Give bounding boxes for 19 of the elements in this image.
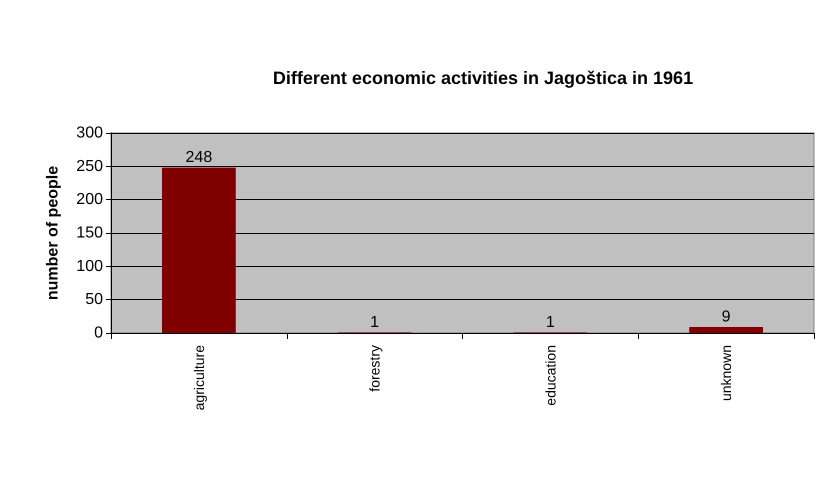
y-tick-label: 150 xyxy=(76,224,104,242)
bar xyxy=(689,327,764,333)
y-tick-label: 50 xyxy=(85,291,104,308)
x-tick-label: forestry xyxy=(366,345,383,392)
data-label: 248 xyxy=(186,149,212,166)
data-label: 1 xyxy=(370,314,380,331)
bar xyxy=(162,168,236,333)
x-tick-label: agriculture xyxy=(190,344,207,410)
y-tick-label: 250 xyxy=(76,158,104,175)
data-label: 9 xyxy=(722,308,731,326)
x-tick-label: unknown xyxy=(718,345,734,402)
y-tick-label: 100 xyxy=(76,258,104,275)
x-tick-label: education xyxy=(542,345,558,406)
y-axis-title: number of people xyxy=(44,166,62,300)
y-tick-label: 300 xyxy=(76,124,104,142)
y-tick-label: 0 xyxy=(94,324,104,342)
chart-title: Different economic activities in Jagoštica in 1961 xyxy=(272,68,694,88)
data-label: 1 xyxy=(546,314,555,331)
y-tick-label: 200 xyxy=(76,191,104,208)
